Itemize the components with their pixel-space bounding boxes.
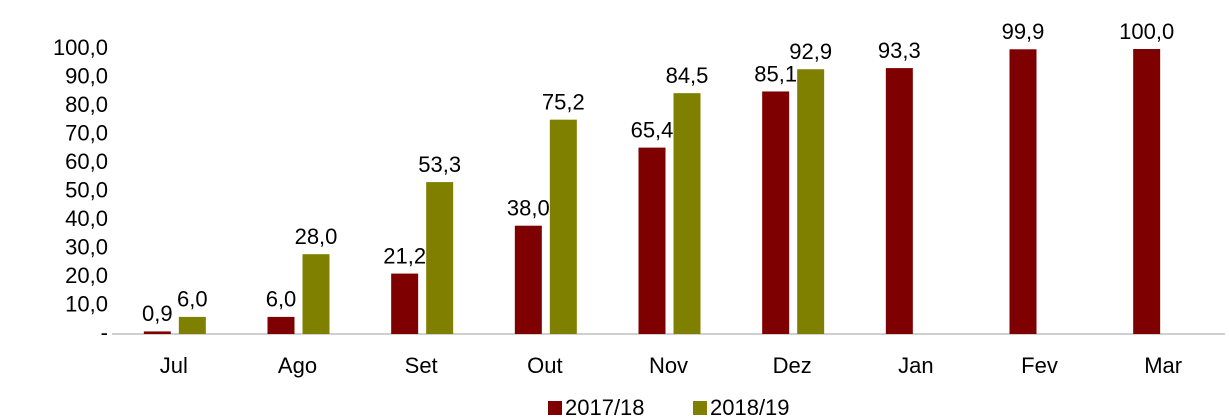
- y-tick-label: 50,0: [65, 177, 108, 202]
- bar: [426, 182, 454, 334]
- x-tick-label: Set: [405, 353, 438, 378]
- y-tick-label: 60,0: [65, 149, 108, 174]
- value-label: 28,0: [295, 224, 338, 249]
- bar: [885, 68, 913, 334]
- bar: [143, 331, 171, 334]
- value-label: 99,9: [1002, 19, 1045, 44]
- value-label: 21,2: [383, 243, 426, 268]
- bar: [302, 254, 330, 334]
- bar: [762, 91, 790, 334]
- legend-swatch: [548, 401, 562, 415]
- bar: [673, 93, 701, 334]
- bar: [267, 316, 295, 334]
- bar: [391, 273, 419, 334]
- bar: [549, 119, 577, 335]
- value-label: 65,4: [631, 117, 674, 142]
- value-label: 6,0: [177, 287, 208, 312]
- y-tick-label: 100,0: [53, 35, 108, 60]
- x-tick-label: Mar: [1144, 353, 1182, 378]
- value-label: 93,3: [878, 38, 921, 63]
- y-tick-label: 10,0: [65, 291, 108, 316]
- y-tick-label: 40,0: [65, 206, 108, 231]
- bar: [178, 316, 206, 334]
- y-tick-label: 90,0: [65, 63, 108, 88]
- y-tick-label: -: [101, 320, 108, 345]
- x-tick-label: Jul: [160, 353, 188, 378]
- bar: [797, 69, 825, 335]
- value-label: 100,0: [1119, 19, 1174, 44]
- value-label: 84,5: [666, 63, 709, 88]
- value-label: 0,9: [142, 301, 173, 326]
- value-label: 38,0: [507, 196, 550, 221]
- value-label: 85,1: [754, 61, 797, 86]
- legend-swatch: [693, 401, 707, 415]
- bar: [638, 147, 666, 334]
- y-tick-label: 70,0: [65, 120, 108, 145]
- bar: [1009, 49, 1037, 334]
- value-label: 92,9: [789, 39, 832, 64]
- x-tick-label: Out: [527, 353, 562, 378]
- value-label: 6,0: [266, 287, 297, 312]
- y-tick-label: 30,0: [65, 234, 108, 259]
- x-tick-label: Ago: [278, 353, 317, 378]
- y-tick-label: 20,0: [65, 263, 108, 288]
- x-tick-label: Dez: [773, 353, 812, 378]
- y-tick-label: 80,0: [65, 92, 108, 117]
- value-label: 75,2: [542, 89, 585, 114]
- x-tick-label: Fev: [1021, 353, 1058, 378]
- legend-label: 2018/19: [710, 395, 790, 419]
- x-tick-label: Jan: [898, 353, 933, 378]
- value-label: 53,3: [418, 152, 461, 177]
- legend-label: 2017/18: [565, 395, 645, 419]
- x-tick-label: Nov: [649, 353, 688, 378]
- bar: [514, 225, 542, 334]
- bar: [1133, 49, 1161, 334]
